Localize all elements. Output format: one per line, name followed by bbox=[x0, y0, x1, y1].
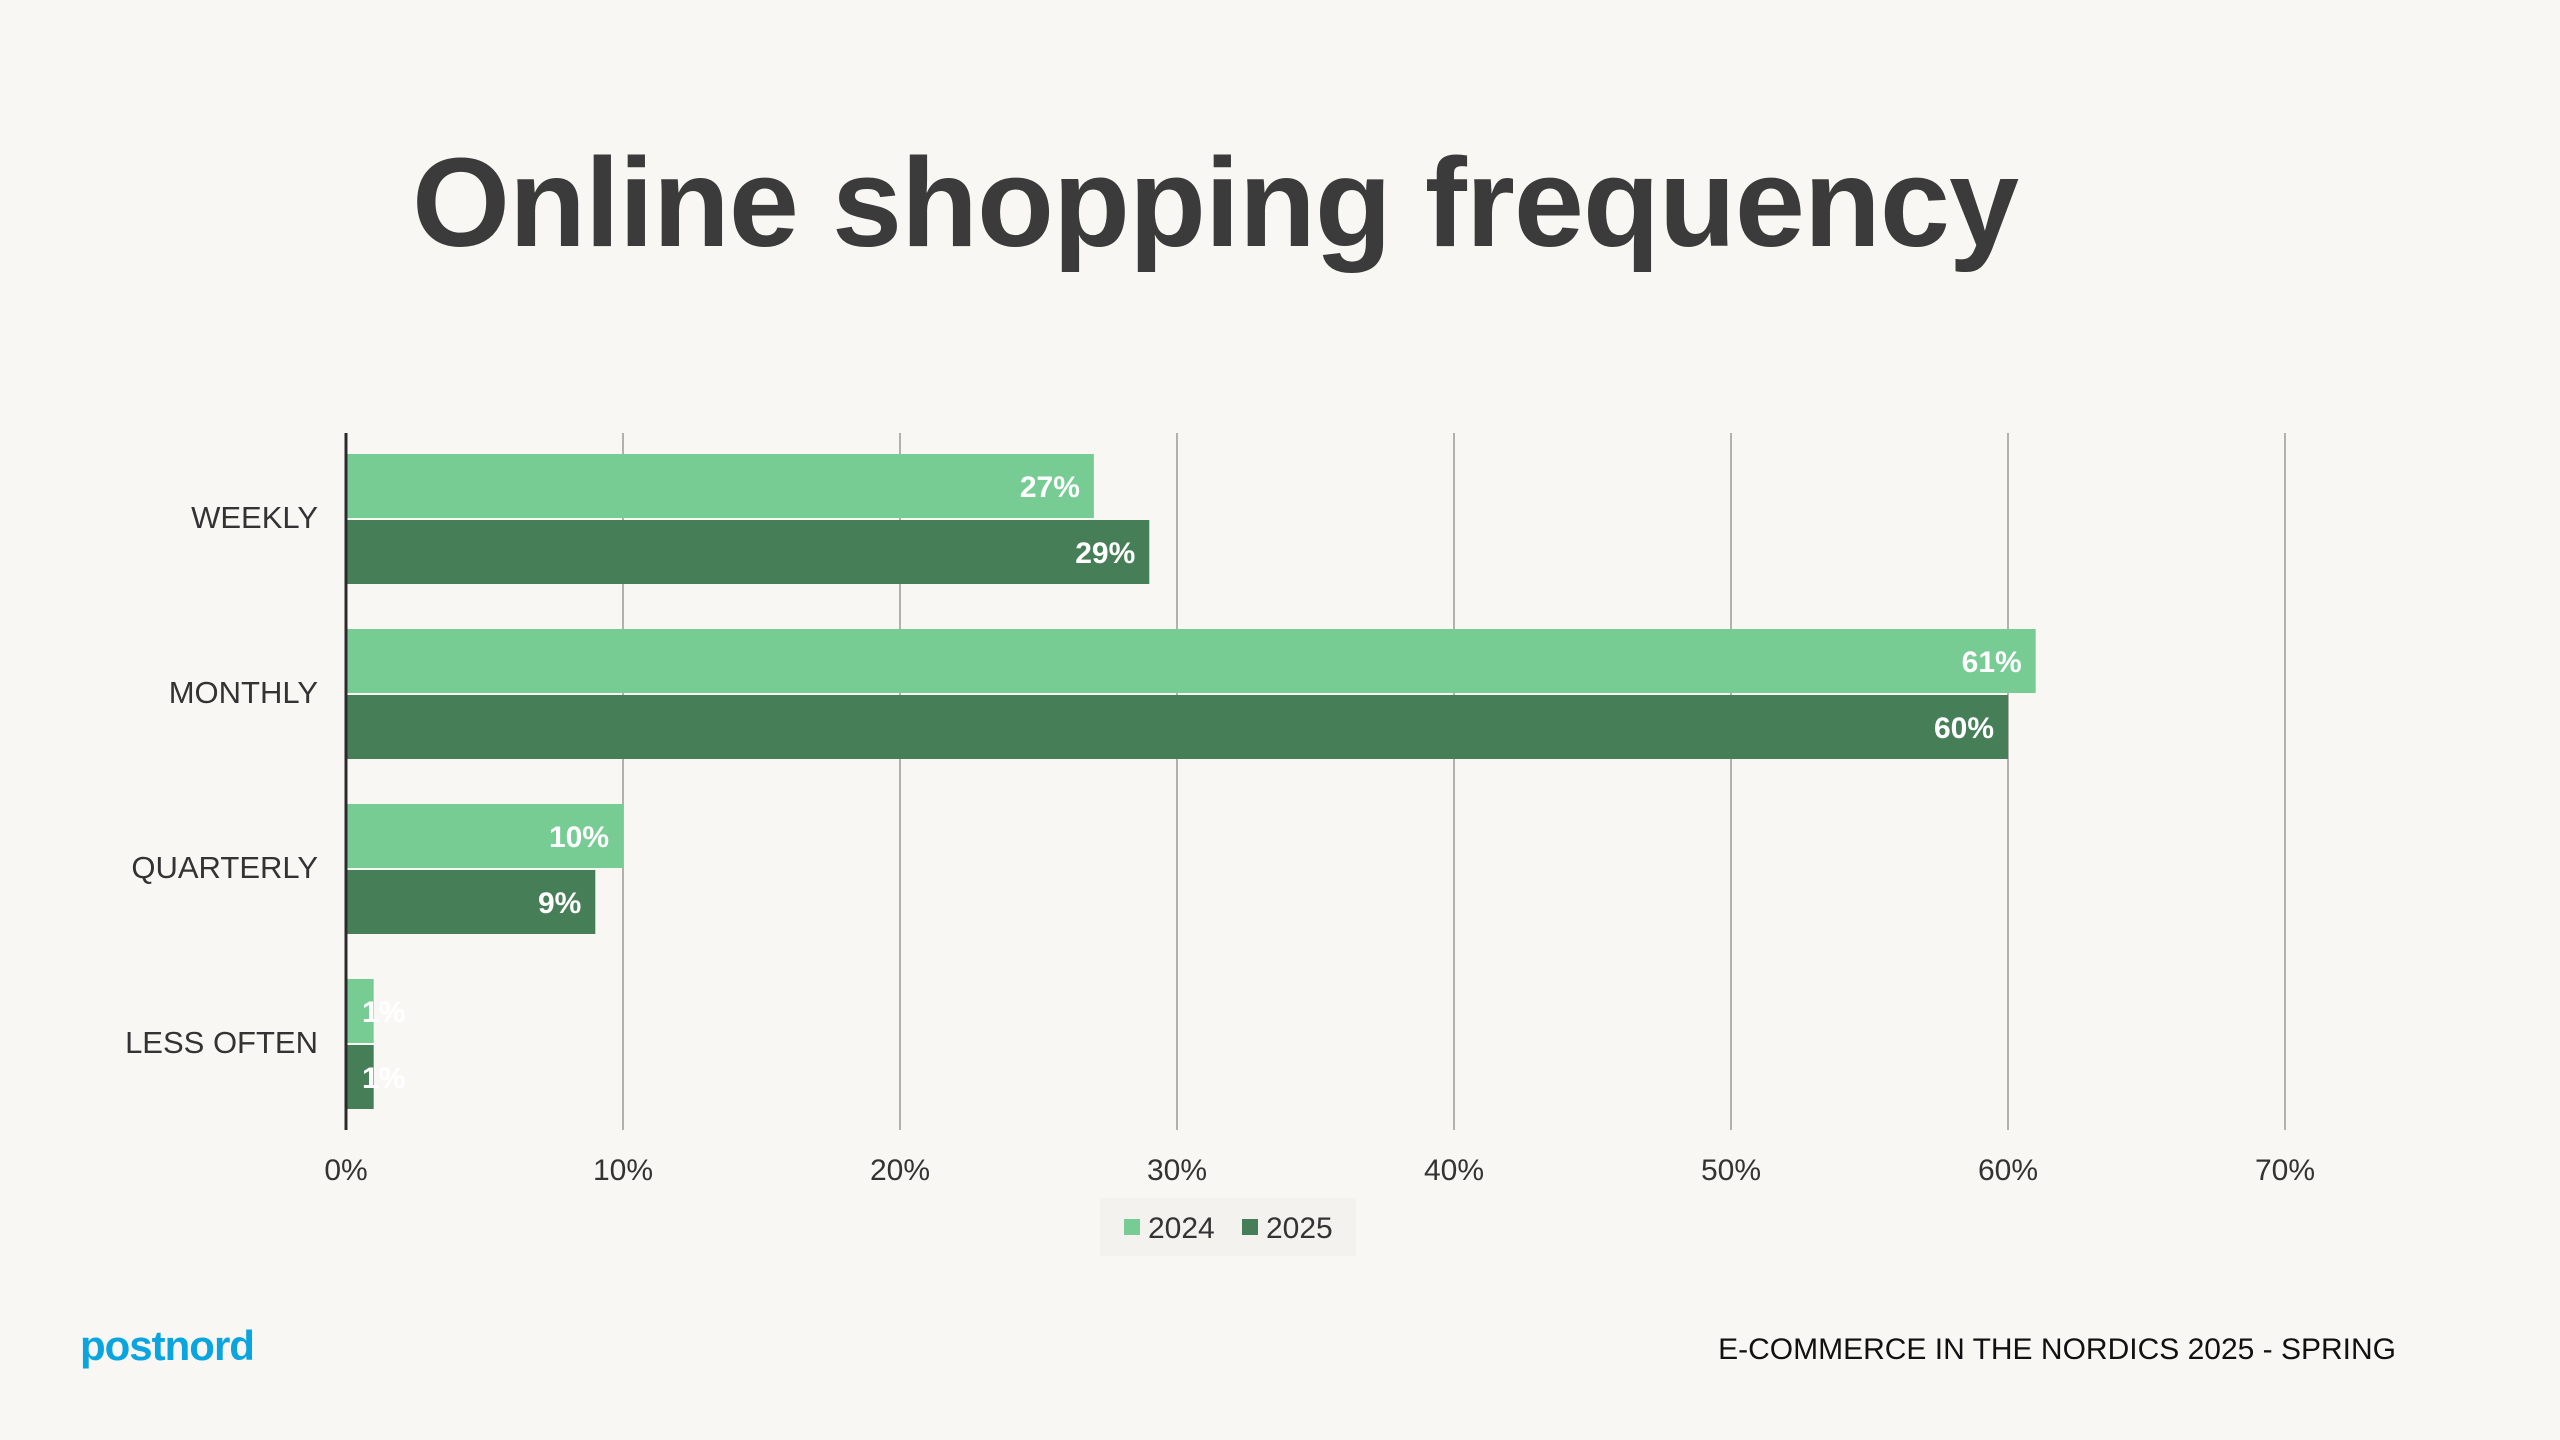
x-tick-label: 70% bbox=[2255, 1154, 2315, 1187]
data-label: 10% bbox=[549, 821, 609, 854]
bar-2025-weekly bbox=[346, 520, 1150, 584]
bar-2025-less-often bbox=[346, 1045, 374, 1109]
x-tick-label: 10% bbox=[593, 1154, 653, 1187]
x-tick-label: 20% bbox=[870, 1154, 930, 1187]
x-tick-label: 40% bbox=[1424, 1154, 1484, 1187]
legend-label: 2024 bbox=[1148, 1212, 1215, 1245]
category-label: LESS OFTEN bbox=[125, 1025, 318, 1060]
data-label: 29% bbox=[1075, 537, 1135, 570]
data-label: 1% bbox=[362, 996, 405, 1029]
category-label: MONTHLY bbox=[169, 675, 318, 710]
bar-2025-quarterly bbox=[346, 870, 596, 934]
data-label: 27% bbox=[1020, 471, 1080, 504]
data-label: 61% bbox=[1962, 646, 2022, 679]
page-title: Online shopping frequency bbox=[411, 132, 2019, 273]
legend-label: 2025 bbox=[1266, 1212, 1333, 1245]
data-label: 1% bbox=[362, 1062, 405, 1095]
bar-2025-monthly bbox=[346, 695, 2008, 759]
x-tick-label: 50% bbox=[1701, 1154, 1761, 1187]
data-label: 60% bbox=[1934, 712, 1994, 745]
bar-2024-less-often bbox=[346, 979, 374, 1043]
legend-swatch-2024 bbox=[1124, 1219, 1140, 1235]
data-label: 9% bbox=[538, 887, 581, 920]
bar-2024-quarterly bbox=[346, 804, 623, 868]
bar-2024-monthly bbox=[346, 629, 2036, 693]
bar-chart: 0% 10% 20% 30% 40% 50% 60% 70% WEEKLY 27% 29% MONTH… bbox=[125, 433, 2316, 1256]
x-tick-label: 0% bbox=[324, 1154, 367, 1187]
category-label: QUARTERLY bbox=[131, 850, 318, 885]
bar-2024-weekly bbox=[346, 454, 1094, 518]
category-label: WEEKLY bbox=[191, 500, 318, 535]
report-footer: E-COMMERCE IN THE NORDICS 2025 - SPRING bbox=[1718, 1333, 2396, 1366]
x-tick-label: 60% bbox=[1978, 1154, 2038, 1187]
legend-box bbox=[1100, 1198, 1356, 1256]
postnord-logo: postnord bbox=[80, 1322, 255, 1369]
legend-swatch-2025 bbox=[1242, 1219, 1258, 1235]
x-tick-label: 30% bbox=[1147, 1154, 1207, 1187]
